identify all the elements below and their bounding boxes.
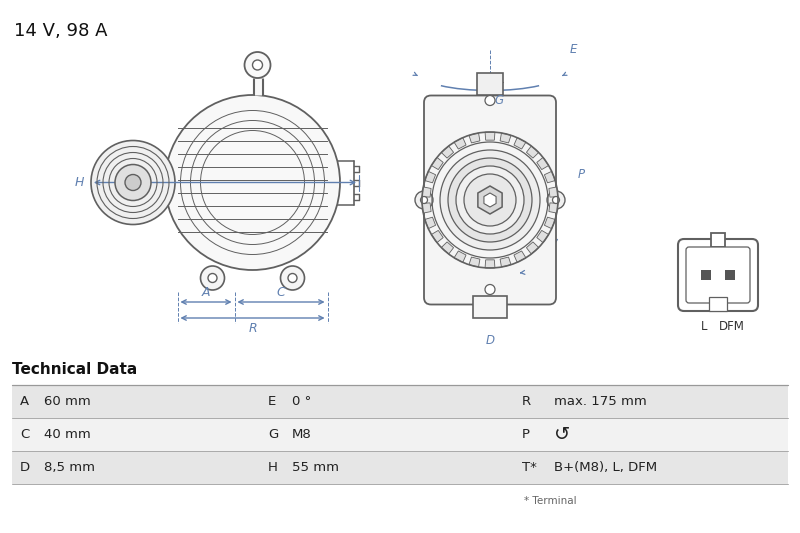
Text: R: R: [522, 395, 531, 408]
Polygon shape: [454, 138, 466, 149]
Text: H: H: [74, 176, 84, 189]
Polygon shape: [469, 257, 480, 267]
Polygon shape: [549, 203, 558, 213]
Text: DFM: DFM: [719, 320, 745, 333]
Circle shape: [448, 158, 532, 242]
Text: B+(M8), L, DFM: B+(M8), L, DFM: [554, 461, 657, 474]
FancyBboxPatch shape: [678, 239, 758, 311]
Polygon shape: [549, 187, 558, 197]
Polygon shape: [485, 132, 495, 140]
Polygon shape: [526, 242, 538, 254]
Text: M8: M8: [292, 428, 312, 441]
Text: R: R: [248, 322, 257, 335]
Polygon shape: [537, 230, 549, 243]
Circle shape: [553, 197, 559, 204]
Circle shape: [245, 52, 270, 78]
Polygon shape: [425, 217, 435, 229]
Polygon shape: [469, 133, 480, 143]
Circle shape: [547, 191, 565, 209]
Text: 14 V, 98 A: 14 V, 98 A: [14, 22, 107, 40]
Polygon shape: [545, 171, 555, 183]
Polygon shape: [526, 146, 538, 158]
Text: P: P: [522, 428, 530, 441]
Polygon shape: [514, 251, 526, 262]
Circle shape: [125, 174, 141, 190]
FancyBboxPatch shape: [686, 247, 750, 303]
Polygon shape: [442, 146, 454, 158]
Text: 60 mm: 60 mm: [44, 395, 90, 408]
Bar: [725, 270, 735, 280]
Circle shape: [440, 150, 540, 250]
Text: C: C: [277, 286, 286, 298]
Text: H: H: [268, 461, 278, 474]
Bar: [12, 451, 788, 484]
Bar: [477, 72, 503, 94]
Text: E: E: [268, 395, 276, 408]
Polygon shape: [545, 217, 555, 229]
Text: P: P: [578, 168, 585, 182]
Circle shape: [165, 95, 340, 270]
Text: D: D: [20, 461, 30, 474]
Circle shape: [208, 273, 217, 282]
Polygon shape: [485, 260, 495, 268]
Text: A: A: [202, 286, 210, 298]
Circle shape: [415, 191, 433, 209]
Text: E: E: [570, 43, 578, 56]
Bar: [12, 418, 788, 451]
Polygon shape: [442, 242, 454, 254]
Text: C: C: [20, 428, 30, 441]
Text: 55 mm: 55 mm: [292, 461, 339, 474]
Text: G: G: [494, 94, 503, 107]
Polygon shape: [484, 193, 496, 207]
Text: ↺: ↺: [554, 425, 570, 444]
Polygon shape: [425, 171, 435, 183]
Bar: [12, 385, 788, 418]
Text: 0 °: 0 °: [292, 395, 311, 408]
FancyBboxPatch shape: [473, 295, 507, 318]
Circle shape: [115, 165, 151, 200]
Polygon shape: [478, 186, 502, 214]
Text: D: D: [486, 335, 494, 348]
Text: L: L: [701, 320, 707, 333]
Text: * Terminal: * Terminal: [524, 496, 576, 506]
FancyBboxPatch shape: [424, 95, 556, 304]
Text: A: A: [20, 395, 29, 408]
Polygon shape: [500, 133, 511, 143]
Circle shape: [464, 174, 516, 226]
Circle shape: [253, 60, 262, 70]
Polygon shape: [500, 257, 511, 267]
Circle shape: [201, 266, 225, 290]
Text: G: G: [268, 428, 278, 441]
Text: 40 mm: 40 mm: [44, 428, 90, 441]
Text: 8,5 mm: 8,5 mm: [44, 461, 95, 474]
Bar: [701, 270, 711, 280]
Circle shape: [281, 266, 305, 290]
Text: max. 175 mm: max. 175 mm: [554, 395, 646, 408]
Circle shape: [485, 285, 495, 295]
Polygon shape: [422, 187, 431, 197]
Circle shape: [91, 141, 175, 224]
Polygon shape: [431, 157, 443, 169]
Bar: [709, 297, 727, 311]
Polygon shape: [454, 251, 466, 262]
Polygon shape: [422, 203, 431, 213]
Polygon shape: [537, 157, 549, 169]
Circle shape: [485, 95, 495, 106]
Circle shape: [456, 166, 524, 234]
Bar: [711, 233, 725, 247]
Circle shape: [288, 273, 297, 282]
Polygon shape: [514, 138, 526, 149]
Polygon shape: [431, 230, 443, 243]
Text: T*: T*: [522, 461, 537, 474]
Text: Technical Data: Technical Data: [12, 362, 138, 377]
Circle shape: [421, 197, 427, 204]
